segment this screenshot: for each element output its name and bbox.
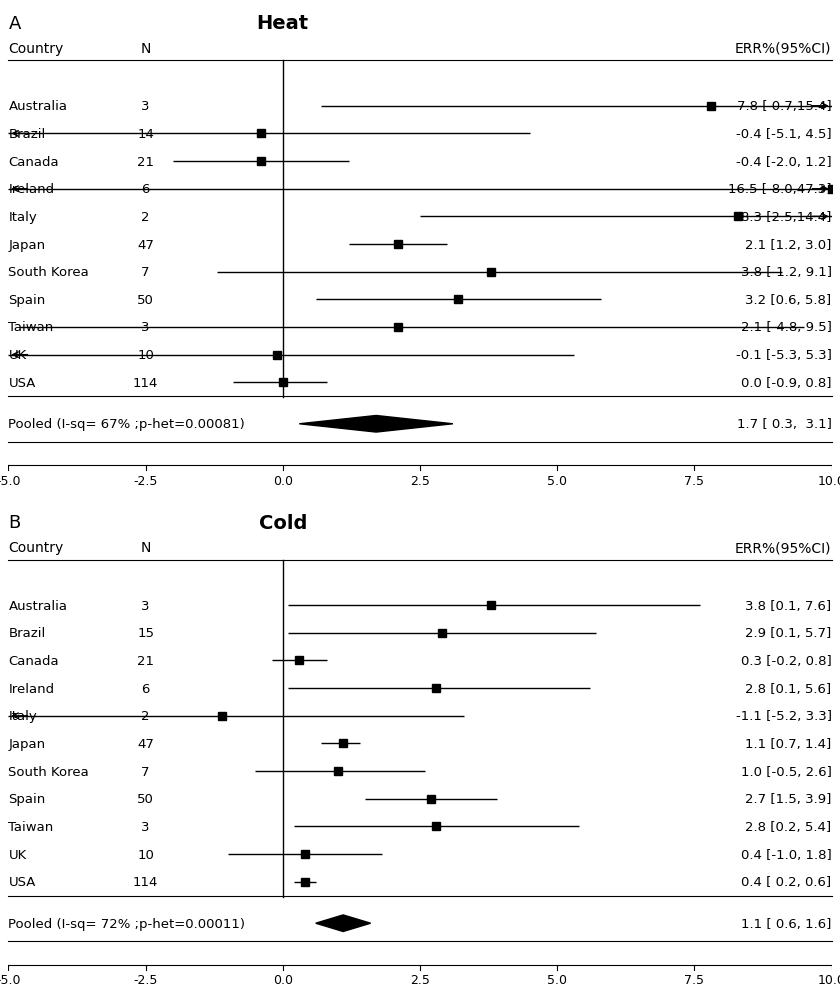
Text: 5.0: 5.0 [547, 973, 567, 986]
Text: USA: USA [8, 377, 36, 390]
Text: Japan: Japan [8, 738, 45, 750]
Text: 21: 21 [137, 654, 154, 667]
Text: Heat: Heat [257, 14, 309, 33]
Text: 50: 50 [137, 293, 154, 306]
Text: Italy: Italy [8, 211, 37, 224]
Text: 2: 2 [141, 211, 150, 224]
Text: 3.8 [-1.2, 9.1]: 3.8 [-1.2, 9.1] [741, 266, 832, 279]
Text: 10.0: 10.0 [817, 973, 840, 986]
Text: Pooled (I-sq= 67% ;p-het=0.00081): Pooled (I-sq= 67% ;p-het=0.00081) [8, 417, 245, 430]
Text: 2.1 [1.2, 3.0]: 2.1 [1.2, 3.0] [745, 239, 832, 251]
Text: Cold: Cold [259, 513, 307, 532]
Text: -2.5: -2.5 [134, 973, 158, 986]
Text: Canada: Canada [8, 155, 59, 168]
Text: Ireland: Ireland [8, 682, 55, 695]
Text: 10.0: 10.0 [817, 474, 840, 487]
Text: N: N [140, 541, 151, 555]
Text: 3.2 [0.6, 5.8]: 3.2 [0.6, 5.8] [745, 293, 832, 306]
Text: 7: 7 [141, 266, 150, 279]
Text: UK: UK [8, 349, 27, 362]
Text: Spain: Spain [8, 792, 45, 805]
Text: 1.1 [ 0.6, 1.6]: 1.1 [ 0.6, 1.6] [741, 916, 832, 929]
Text: -0.4 [-2.0, 1.2]: -0.4 [-2.0, 1.2] [736, 155, 832, 168]
Polygon shape [299, 416, 453, 432]
Text: Brazil: Brazil [8, 626, 45, 640]
Text: 0.3 [-0.2, 0.8]: 0.3 [-0.2, 0.8] [741, 654, 832, 667]
Text: Country: Country [8, 42, 64, 56]
Text: UK: UK [8, 848, 27, 861]
Text: 2.8 [0.1, 5.6]: 2.8 [0.1, 5.6] [745, 682, 832, 695]
Text: 2.7 [1.5, 3.9]: 2.7 [1.5, 3.9] [745, 792, 832, 805]
Text: -1.1 [-5.2, 3.3]: -1.1 [-5.2, 3.3] [736, 710, 832, 723]
Text: 47: 47 [137, 738, 154, 750]
Text: South Korea: South Korea [8, 266, 89, 279]
Text: USA: USA [8, 876, 36, 889]
Text: ERR%(95%CI): ERR%(95%CI) [735, 42, 832, 56]
Text: 10: 10 [137, 848, 154, 861]
Text: Country: Country [8, 541, 64, 555]
Text: Ireland: Ireland [8, 183, 55, 196]
Text: N: N [140, 42, 151, 56]
Text: 7: 7 [141, 764, 150, 778]
Text: 1.1 [0.7, 1.4]: 1.1 [0.7, 1.4] [745, 738, 832, 750]
Text: Australia: Australia [8, 100, 67, 113]
Text: 2.5: 2.5 [410, 973, 430, 986]
Text: Brazil: Brazil [8, 128, 45, 141]
Text: -0.4 [-5.1, 4.5]: -0.4 [-5.1, 4.5] [736, 128, 832, 141]
Text: 0.0: 0.0 [273, 474, 293, 487]
Text: 16.5 [-8.0,47.3]: 16.5 [-8.0,47.3] [728, 183, 832, 196]
Text: 114: 114 [133, 377, 158, 390]
Text: Canada: Canada [8, 654, 59, 667]
Text: ERR%(95%CI): ERR%(95%CI) [735, 541, 832, 555]
Text: -5.0: -5.0 [0, 474, 21, 487]
Text: -5.0: -5.0 [0, 973, 21, 986]
Text: 2.1 [-4.8, 9.5]: 2.1 [-4.8, 9.5] [741, 321, 832, 334]
Text: 47: 47 [137, 239, 154, 251]
Text: 5.0: 5.0 [547, 474, 567, 487]
Text: 2: 2 [141, 710, 150, 723]
Text: South Korea: South Korea [8, 764, 89, 778]
Text: 14: 14 [137, 128, 154, 141]
Text: Taiwan: Taiwan [8, 820, 54, 833]
Text: 2.5: 2.5 [410, 474, 430, 487]
Text: 3: 3 [141, 100, 150, 113]
Text: 0.4 [-1.0, 1.8]: 0.4 [-1.0, 1.8] [741, 848, 832, 861]
Text: Taiwan: Taiwan [8, 321, 54, 334]
Text: 1.0 [-0.5, 2.6]: 1.0 [-0.5, 2.6] [741, 764, 832, 778]
Text: 3.8 [0.1, 7.6]: 3.8 [0.1, 7.6] [745, 599, 832, 612]
Text: -0.1 [-5.3, 5.3]: -0.1 [-5.3, 5.3] [736, 349, 832, 362]
Text: 6: 6 [141, 183, 150, 196]
Text: -2.5: -2.5 [134, 474, 158, 487]
Text: 114: 114 [133, 876, 158, 889]
Text: 10: 10 [137, 349, 154, 362]
Text: 50: 50 [137, 792, 154, 805]
Polygon shape [316, 915, 370, 931]
Text: 6: 6 [141, 682, 150, 695]
Text: 2.8 [0.2, 5.4]: 2.8 [0.2, 5.4] [745, 820, 832, 833]
Text: 2.9 [0.1, 5.7]: 2.9 [0.1, 5.7] [745, 626, 832, 640]
Text: Japan: Japan [8, 239, 45, 251]
Text: 0.0: 0.0 [273, 973, 293, 986]
Text: Australia: Australia [8, 599, 67, 612]
Text: Spain: Spain [8, 293, 45, 306]
Text: 21: 21 [137, 155, 154, 168]
Text: 3: 3 [141, 321, 150, 334]
Text: 0.4 [ 0.2, 0.6]: 0.4 [ 0.2, 0.6] [742, 876, 832, 889]
Text: 8.3 [2.5,14.4]: 8.3 [2.5,14.4] [741, 211, 832, 224]
Text: 1.7 [ 0.3,  3.1]: 1.7 [ 0.3, 3.1] [737, 417, 832, 430]
Text: A: A [8, 15, 21, 33]
Text: 7.5: 7.5 [685, 474, 705, 487]
Text: 7.5: 7.5 [685, 973, 705, 986]
Text: 7.8 [ 0.7,15.4]: 7.8 [ 0.7,15.4] [737, 100, 832, 113]
Text: Italy: Italy [8, 710, 37, 723]
Text: Pooled (I-sq= 72% ;p-het=0.00011): Pooled (I-sq= 72% ;p-het=0.00011) [8, 916, 245, 929]
Text: 3: 3 [141, 599, 150, 612]
Text: 3: 3 [141, 820, 150, 833]
Text: 0.0 [-0.9, 0.8]: 0.0 [-0.9, 0.8] [741, 377, 832, 390]
Text: 15: 15 [137, 626, 154, 640]
Text: B: B [8, 514, 21, 532]
